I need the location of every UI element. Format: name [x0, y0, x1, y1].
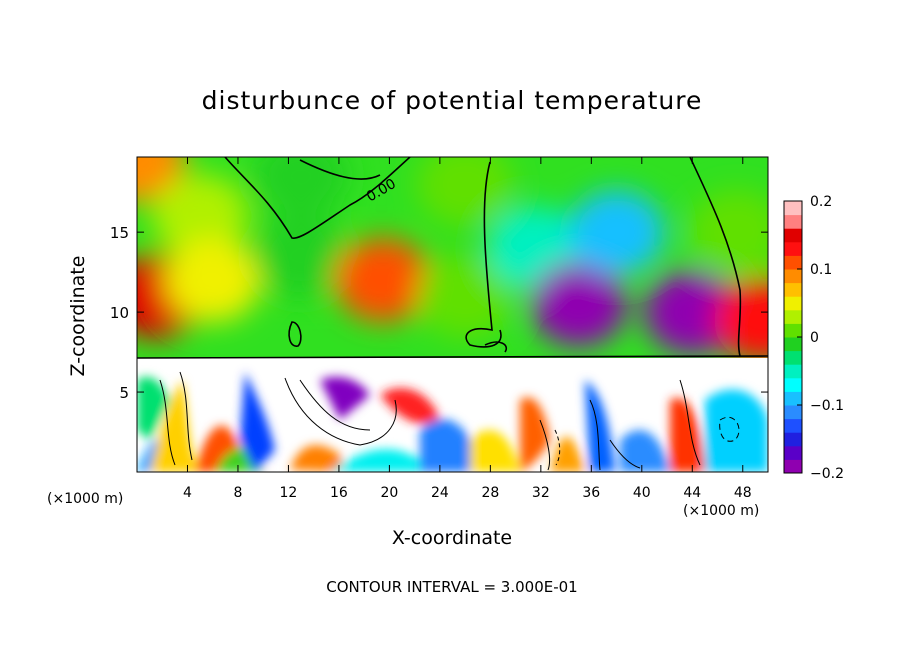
colorbar-swatch [784, 337, 802, 352]
colorbar-swatch [784, 228, 802, 243]
contour-interval-note: CONTOUR INTERVAL = 3.000E-01 [326, 578, 578, 596]
field-region-0 [137, 157, 185, 203]
colorbar-tick-label: −0.1 [810, 398, 844, 414]
x-tick-label: 16 [330, 485, 348, 501]
field-region-3 [417, 157, 514, 227]
field-region-2 [253, 157, 350, 219]
y-axis-label: Z-coordinate [67, 255, 89, 377]
colorbar-swatch [784, 459, 802, 474]
y-tick-label: 15 [110, 224, 129, 242]
x-tick-label: 28 [481, 485, 499, 501]
colorbar-swatch [784, 445, 802, 460]
colorbar-swatch [784, 391, 802, 406]
x-tick-label: 48 [734, 485, 752, 501]
turbulent-layer [137, 358, 768, 472]
field-region-7 [335, 238, 432, 323]
x-tick-label: 20 [380, 485, 398, 501]
colorbar-swatch [784, 432, 802, 447]
field-region-10 [530, 262, 627, 347]
x-axis-label: X-coordinate [391, 527, 513, 549]
colorbar: 0.2 0.1 0 −0.1 −0.2 [783, 194, 844, 482]
x-tick-label: 32 [532, 485, 550, 501]
field-region-5 [164, 238, 261, 323]
colorbar-swatch [784, 405, 802, 420]
x-tick-label: 24 [431, 485, 449, 501]
x-tick-label: 12 [280, 485, 298, 501]
x-tick-label: 4 [183, 485, 192, 501]
y-axis: 5 10 15 [110, 224, 768, 402]
y-tick-label: 5 [119, 384, 129, 402]
colorbar-swatch [784, 350, 802, 365]
colorbar-tick-label: −0.2 [810, 466, 844, 482]
x-tick-label: 36 [582, 485, 600, 501]
chart-title: disturbunce of potential temperature [201, 86, 703, 115]
x-tick-label: 8 [233, 485, 242, 501]
colorbar-swatch [784, 214, 802, 229]
x-axis: 4 8 12 16 20 24 28 32 36 40 44 48 [183, 157, 752, 501]
field-region-1 [152, 174, 249, 259]
colorbar-swatch [784, 255, 802, 270]
plot-area: 0.00 [136, 156, 769, 473]
colorbar-swatch [784, 241, 802, 256]
field-region-13 [688, 190, 768, 275]
colorbar-tick-label: 0.1 [810, 262, 832, 278]
colorbar-tick-label: 0.2 [810, 194, 832, 210]
x-tick-label: 40 [633, 485, 651, 501]
field-layer [137, 157, 768, 363]
colorbar-swatch [784, 418, 802, 433]
field-region-8 [417, 254, 514, 339]
colorbar-swatch [784, 269, 802, 284]
x-tick-label: 44 [683, 485, 701, 501]
colorbar-swatch [784, 309, 802, 324]
colorbar-swatch [784, 296, 802, 311]
x-unit-label-right: (×1000 m) [683, 503, 760, 519]
colorbar-swatch [784, 282, 802, 297]
colorbar-swatch [784, 377, 802, 392]
colorbar-swatch [784, 323, 802, 338]
colorbar-swatch [784, 364, 802, 379]
field-region-6 [253, 214, 350, 299]
colorbar-swatch [784, 201, 802, 216]
field-region-11 [568, 190, 665, 275]
colorbar-tick-label: 0 [810, 330, 819, 346]
x-unit-label-left: (×1000 m) [47, 491, 124, 507]
field-region-14 [713, 278, 768, 363]
y-tick-label: 10 [110, 304, 129, 322]
